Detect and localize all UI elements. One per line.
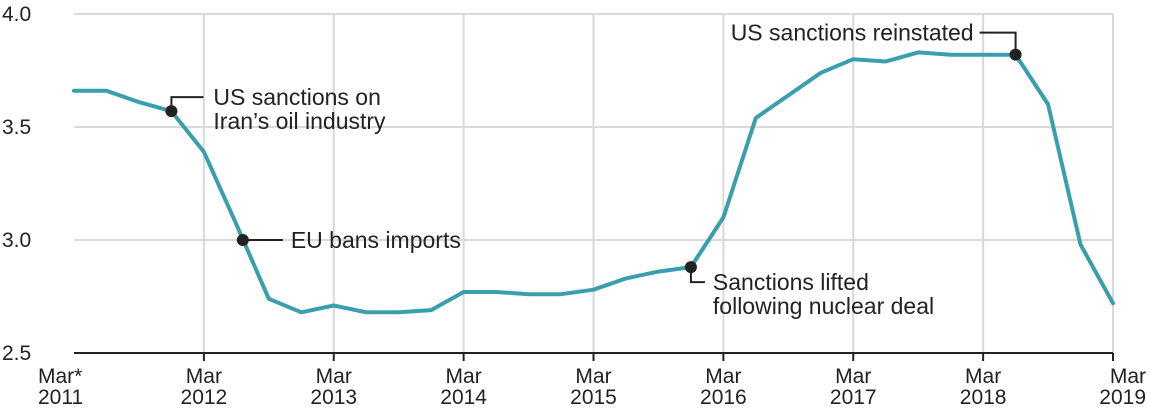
annotation-leader-line [979, 31, 1017, 55]
annotation-label: Sanctions lifted [713, 269, 869, 295]
annotation-marker [236, 234, 249, 246]
annotation-marker [165, 105, 178, 118]
annotation-label: Iran’s oil industry [213, 108, 386, 134]
y-tick-labels: 4.0 3.5 3.0 2.5 [2, 3, 31, 365]
annotation-label: US sanctions reinstated [731, 20, 974, 46]
annotation-label: US sanctions on [213, 84, 380, 110]
annotation-label: EU bans imports [291, 227, 461, 253]
y-tick-label: 3.5 [2, 116, 31, 139]
x-tick-month-label: Mar [575, 365, 611, 388]
annotation-label: following nuclear deal [713, 293, 934, 319]
y-tick-label: 3.0 [2, 229, 31, 252]
x-tick-year-label: 2016 [700, 386, 747, 408]
series-layer [72, 50, 1115, 315]
x-tick-year-label: 2014 [440, 386, 487, 408]
annotation-marker [1009, 48, 1022, 61]
y-tick-label: 2.5 [2, 342, 31, 365]
x-tick-labels: Mar*2011Mar2012Mar2013Mar2014Mar2015Mar2… [38, 365, 1146, 408]
x-tick-year-label: 2019 [1099, 386, 1146, 408]
x-tick-year-label: 2015 [570, 386, 617, 408]
grid-lines [74, 13, 1114, 353]
x-tick-month-label: Mar [1110, 365, 1146, 388]
x-tick-month-label: Mar [186, 365, 222, 388]
axes [74, 352, 1114, 361]
annotation-marker [684, 261, 697, 274]
x-tick-year-label: 2017 [830, 386, 877, 408]
x-tick-year-label: 2012 [181, 386, 228, 408]
x-tick-month-label: Mar [446, 365, 482, 388]
series-line [72, 50, 1115, 315]
x-tick-month-label: Mar [316, 365, 352, 388]
x-tick-year-label: 2018 [960, 386, 1007, 408]
x-tick-month-label: Mar* [38, 365, 82, 388]
x-tick-month-label: Mar [835, 365, 871, 388]
x-tick-month-label: Mar [965, 365, 1001, 388]
x-tick-year-label: 2011 [38, 386, 83, 408]
x-tick-year-label: 2013 [310, 386, 357, 408]
y-tick-label: 4.0 [2, 3, 31, 26]
x-tick-month-label: Mar [705, 365, 741, 388]
